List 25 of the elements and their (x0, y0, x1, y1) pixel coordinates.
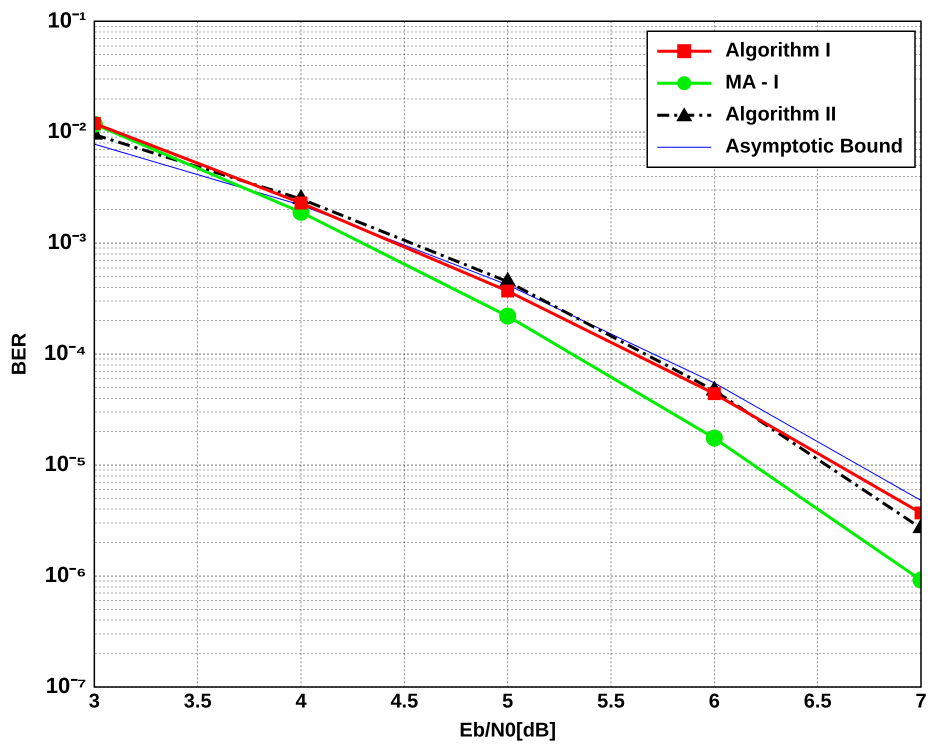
point (499, 308, 516, 325)
y-tick-label: 10⁻⁵ (44, 451, 86, 476)
y-tick-label: 10⁻⁶ (44, 562, 86, 588)
point (501, 284, 514, 298)
legend-label: Asymptotic Bound (725, 136, 904, 158)
y-tick-label: 10⁻⁷ (46, 673, 86, 698)
y-tick-label: 10⁻⁴ (44, 340, 86, 366)
legend-label: MA - I (725, 72, 779, 94)
x-axis-title: Eb/N0[dB] (459, 720, 556, 742)
x-tick-label: 3 (88, 690, 100, 713)
x-tick-label: 7 (915, 690, 927, 713)
y-tick-label: 10⁻³ (48, 229, 86, 254)
y-tick-label: 10⁻¹ (48, 7, 86, 32)
legend-label: Algorithm II (725, 104, 836, 126)
x-tick-label: 4.5 (390, 690, 418, 713)
x-tick-label: 6 (708, 690, 720, 713)
x-tick-label: 4 (295, 690, 308, 713)
y-tick-label: 10⁻² (48, 118, 86, 144)
point (706, 430, 723, 447)
x-tick-label: 3.5 (184, 690, 212, 713)
x-tick-label: 5 (502, 690, 514, 713)
legend-label: Algorithm I (725, 40, 831, 62)
y-axis-title: BER (8, 332, 31, 376)
x-tick-label: 6.5 (804, 690, 832, 713)
x-tick-label: 5.5 (597, 690, 625, 713)
